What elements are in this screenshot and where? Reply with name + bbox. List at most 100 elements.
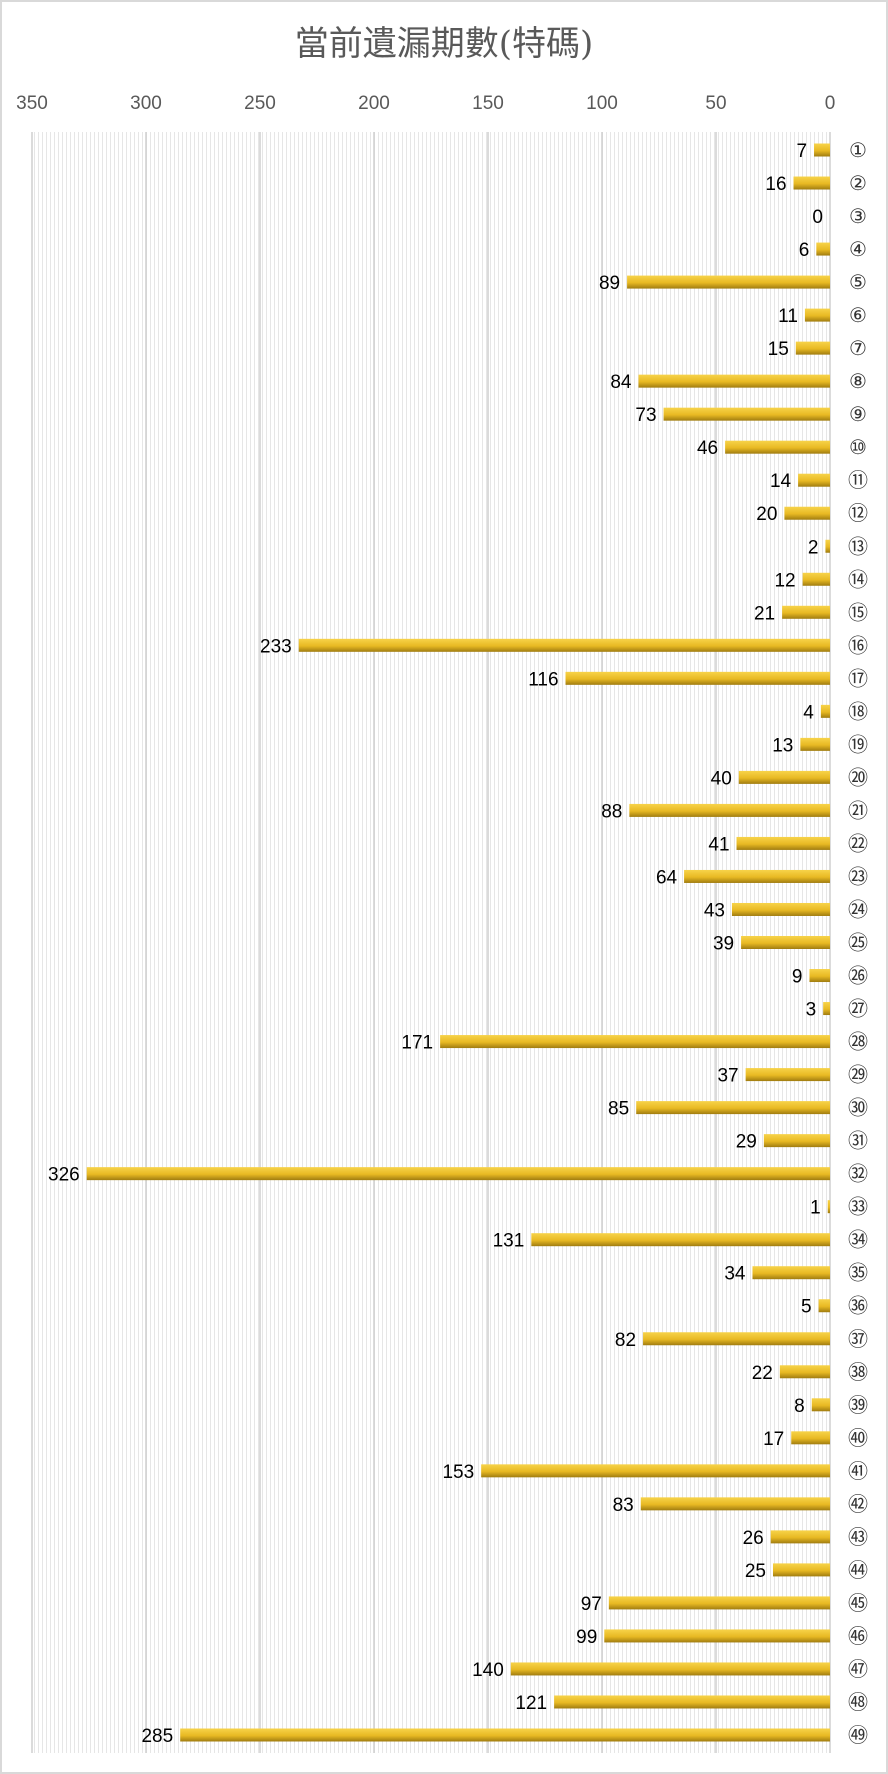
category-label: ㊲ — [848, 1327, 868, 1351]
bar — [180, 1728, 830, 1742]
category-label: ㊼ — [848, 1657, 868, 1681]
bar — [640, 1497, 830, 1511]
category-label: ⑥ — [849, 303, 867, 327]
bar — [798, 473, 830, 487]
category-label: ⑦ — [849, 336, 867, 360]
category-label: ⑮ — [848, 600, 868, 624]
category-label: ㉞ — [848, 1228, 868, 1252]
data-label: 73 — [635, 405, 656, 426]
category-label: ㉜ — [848, 1162, 868, 1186]
category-label: ㉛ — [848, 1129, 868, 1153]
bar — [795, 341, 830, 355]
x-tick-label: 250 — [244, 93, 276, 114]
bar — [763, 1134, 830, 1148]
data-label: 25 — [745, 1561, 766, 1582]
bar — [825, 539, 830, 553]
data-label: 9 — [792, 967, 803, 988]
category-label: ㊾ — [848, 1723, 868, 1747]
data-label: 37 — [717, 1066, 738, 1087]
category-label: ㉒ — [848, 831, 868, 855]
category-label: ㊺ — [848, 1591, 868, 1615]
category-label: ㊻ — [848, 1624, 868, 1648]
bar — [782, 605, 830, 619]
category-label: ⑫ — [848, 501, 868, 525]
data-label: 82 — [615, 1330, 636, 1351]
bar — [820, 704, 830, 718]
category-label: ㊸ — [848, 1525, 868, 1549]
category-label: ㉚ — [848, 1096, 868, 1120]
bar — [510, 1662, 830, 1676]
data-label: 20 — [756, 504, 777, 525]
bar — [627, 275, 830, 289]
data-label: 26 — [743, 1528, 764, 1549]
data-label: 116 — [528, 669, 558, 690]
data-label: 88 — [601, 801, 622, 822]
data-label: 39 — [713, 934, 734, 955]
category-label: ③ — [849, 204, 867, 228]
data-label: 34 — [724, 1264, 746, 1285]
bar — [779, 1365, 830, 1379]
data-label: 121 — [515, 1693, 547, 1714]
data-label: 16 — [765, 174, 786, 195]
category-label: ⑪ — [848, 468, 868, 492]
bar — [818, 1299, 830, 1313]
category-label: ② — [849, 171, 867, 195]
category-label: ㉓ — [848, 864, 868, 888]
plot-background — [32, 132, 830, 1753]
category-label: ⑭ — [848, 567, 868, 591]
data-label: 64 — [656, 867, 678, 888]
category-label: ㉘ — [848, 1030, 868, 1054]
category-label: ㊽ — [848, 1690, 868, 1714]
category-label: ⑱ — [848, 699, 868, 723]
data-label: 11 — [778, 306, 798, 327]
x-tick-label: 350 — [16, 93, 48, 114]
bar — [784, 506, 830, 520]
data-label: 17 — [763, 1429, 784, 1450]
bar — [791, 1431, 830, 1445]
bar — [636, 1101, 830, 1115]
data-label: 29 — [736, 1132, 757, 1153]
category-label: ㊶ — [848, 1459, 868, 1483]
bar — [752, 1266, 830, 1280]
bar — [816, 242, 830, 256]
data-label: 326 — [48, 1165, 80, 1186]
bar — [608, 1596, 830, 1610]
category-label: ㉖ — [848, 964, 868, 988]
chart-title: 當前遺漏期數(特碼) — [294, 24, 594, 64]
category-label: ㉔ — [848, 897, 868, 921]
bar — [809, 969, 830, 983]
x-tick-label: 300 — [130, 93, 162, 114]
bar — [638, 374, 830, 388]
category-label: ⑰ — [848, 666, 868, 690]
bar — [629, 803, 830, 817]
bar — [802, 572, 830, 586]
bar — [604, 1629, 830, 1643]
data-label: 89 — [599, 273, 620, 294]
x-tick-label: 100 — [586, 93, 618, 114]
bar — [827, 1200, 830, 1214]
category-label: ⑧ — [849, 369, 867, 393]
data-label: 4 — [803, 702, 814, 723]
data-label: 85 — [608, 1099, 629, 1120]
bar — [554, 1695, 830, 1709]
category-label: ㉝ — [848, 1195, 868, 1219]
bar — [725, 440, 830, 454]
category-label: ㊱ — [848, 1294, 868, 1318]
bar — [804, 308, 830, 322]
plot-area — [31, 132, 831, 1753]
data-label: 97 — [581, 1594, 602, 1615]
bar — [811, 1398, 830, 1412]
bar — [481, 1464, 830, 1478]
bar — [745, 1068, 830, 1082]
category-label: ① — [849, 138, 867, 162]
bar — [565, 671, 830, 685]
data-label: 233 — [260, 636, 292, 657]
data-label: 43 — [704, 900, 725, 921]
bar — [663, 407, 830, 421]
bar — [684, 869, 830, 883]
category-label: ㉗ — [848, 997, 868, 1021]
x-axis: 350 300 250 200 150 100 50 0 — [16, 93, 835, 114]
data-label: 140 — [472, 1660, 504, 1681]
category-label: ⑩ — [849, 435, 867, 459]
